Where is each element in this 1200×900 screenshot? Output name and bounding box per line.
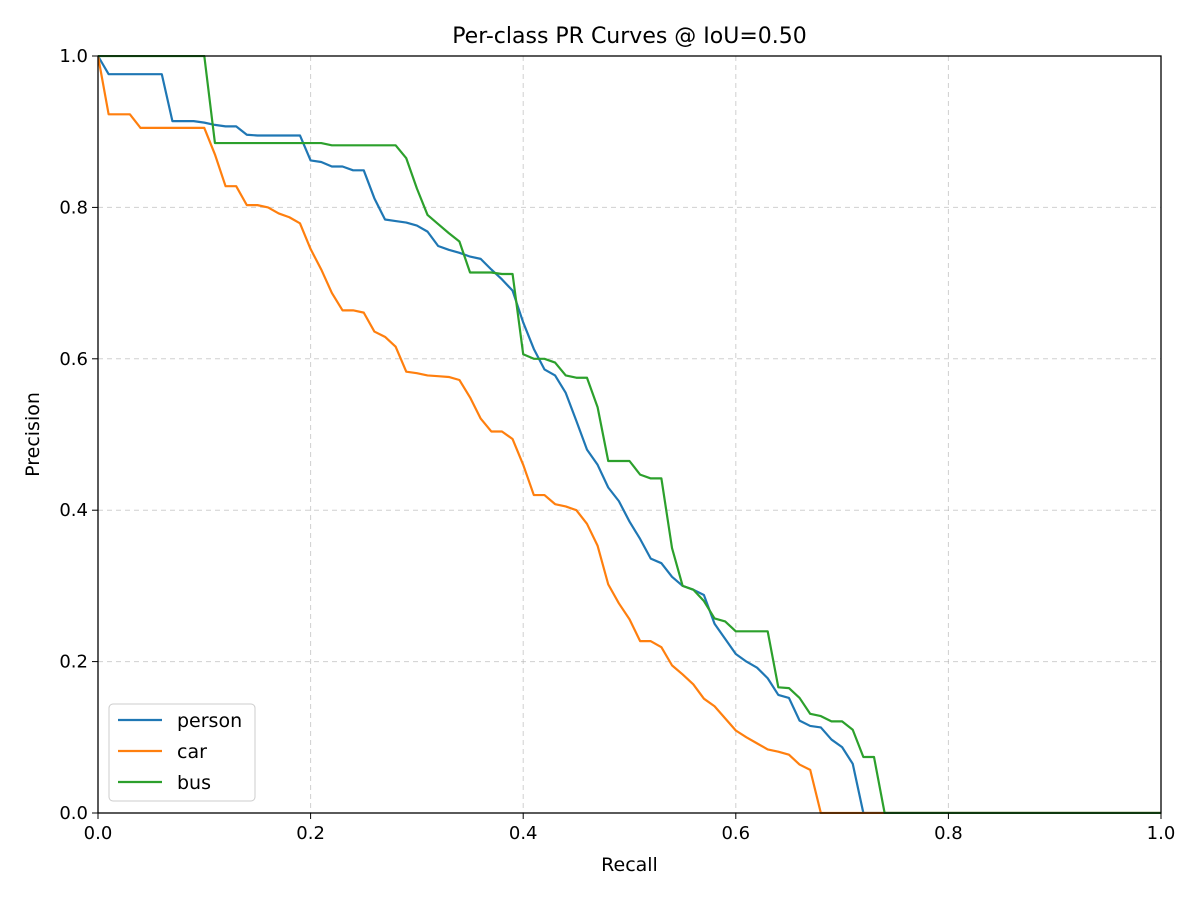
- series-lines: [98, 55, 1161, 814]
- x-tick-label: 0.8: [934, 823, 963, 844]
- legend: person car bus: [108, 703, 256, 802]
- y-tick-label: 1.0: [59, 46, 88, 67]
- y-axis-title: Precision: [22, 392, 44, 477]
- y-tick-label: 0.4: [59, 500, 88, 521]
- series-line-person: [98, 55, 1161, 814]
- chart-title: Per-class PR Curves @ IoU=0.50: [452, 24, 807, 49]
- x-tick-label: 1.0: [1147, 823, 1176, 844]
- y-tick-label: 0.2: [59, 652, 88, 673]
- x-axis-title: Recall: [601, 854, 658, 876]
- x-tick-label: 0.6: [721, 823, 750, 844]
- x-tick-label: 0.0: [84, 823, 113, 844]
- y-tick-label: 0.8: [59, 197, 88, 218]
- legend-entries: person car bus: [118, 710, 242, 794]
- legend-label-bus: bus: [177, 772, 211, 794]
- plot-frame: [97, 55, 1162, 814]
- grid: [98, 56, 1161, 813]
- x-tick-label: 0.2: [296, 823, 325, 844]
- legend-label-person: person: [177, 710, 242, 732]
- x-tick-label: 0.4: [509, 823, 538, 844]
- y-tick-label: 0.6: [59, 349, 88, 370]
- y-tick-label: 0.0: [59, 803, 88, 824]
- axis-ticks: 0.0 0.2 0.4 0.6 0.8 1.0 0.0 0.2 0.4 0.6 0.8 1.0: [59, 46, 1175, 844]
- series-line-car: [98, 55, 1161, 814]
- legend-label-car: car: [177, 741, 207, 763]
- series-line-bus: [98, 55, 1161, 814]
- legend-box: [108, 703, 256, 802]
